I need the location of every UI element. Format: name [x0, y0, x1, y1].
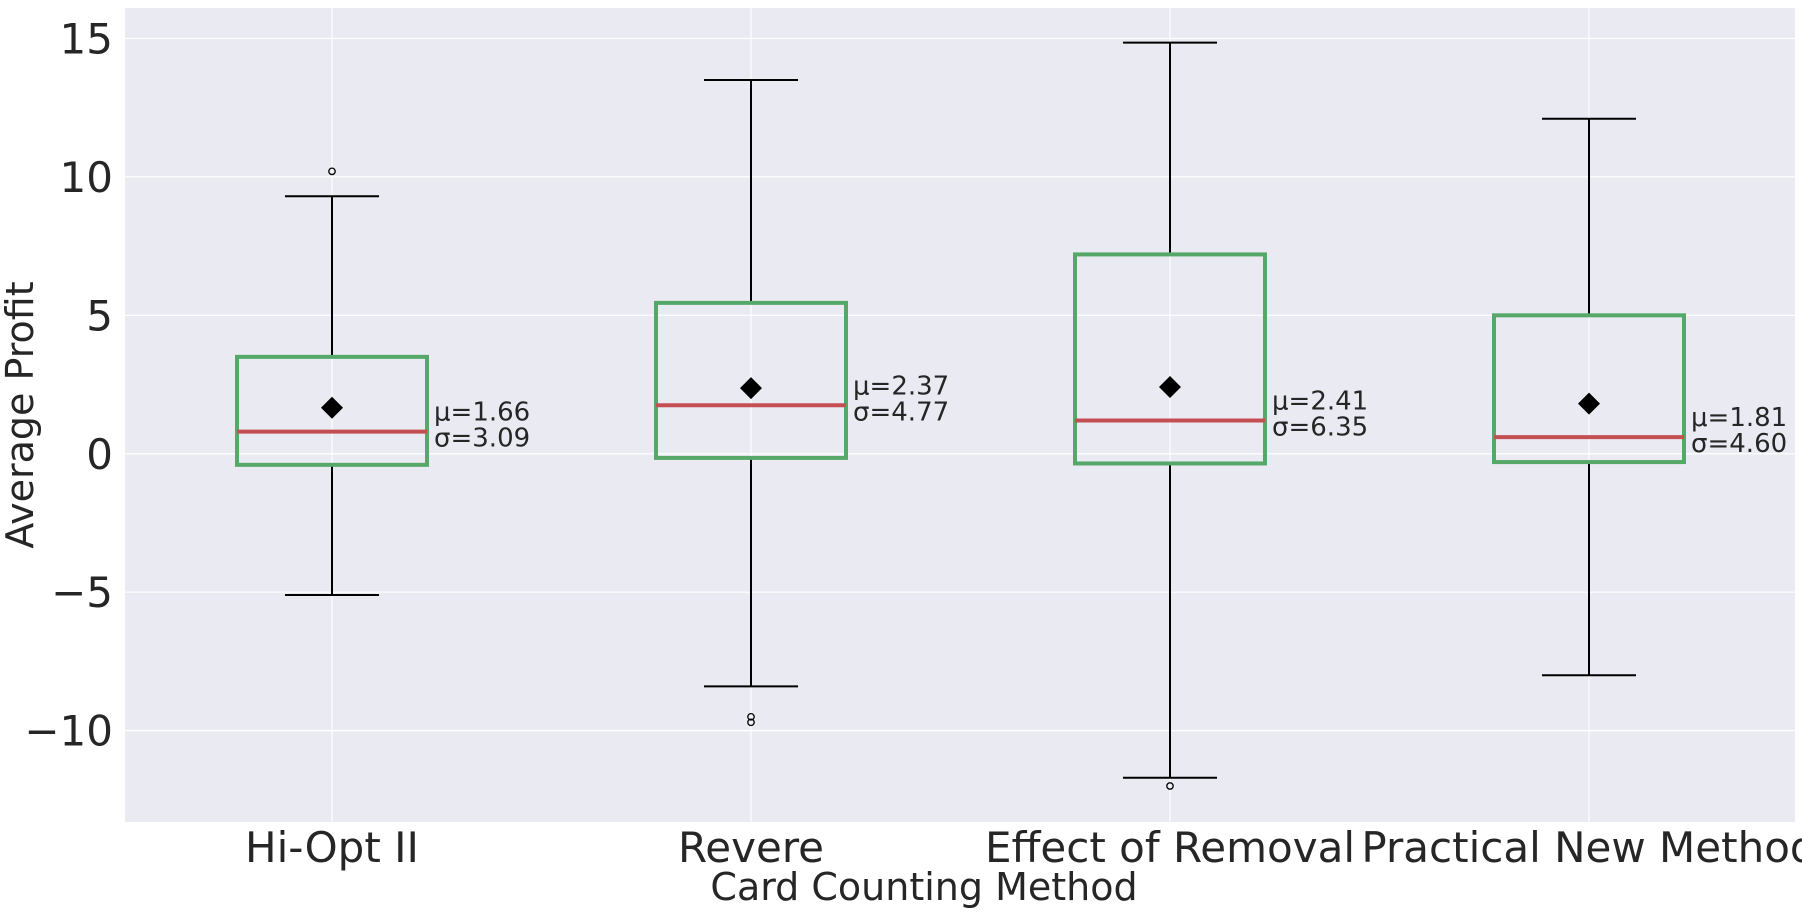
mean-annotation: μ=1.66: [434, 398, 530, 428]
outlier-point: [1166, 782, 1174, 790]
y-tick-label: 0: [86, 430, 113, 479]
iqr-box: [1492, 313, 1686, 465]
mean-marker: [1159, 376, 1181, 399]
mean-annotation: μ=2.41: [1272, 387, 1368, 417]
y-tick-label: 5: [86, 291, 113, 340]
y-tick-label: 10: [60, 153, 113, 202]
y-tick-label: 15: [60, 14, 113, 63]
box-group: μ=2.37σ=4.77: [654, 78, 949, 727]
y-tick-labels: 15 10 5 0 −5 −10: [24, 14, 113, 755]
boxes: μ=1.66σ=3.09 μ=2.37σ=4.77 μ=2.41σ=6.35 μ=1.…: [235, 41, 1787, 790]
box-group: μ=1.81σ=4.60: [1492, 117, 1787, 677]
iqr-box: [235, 354, 429, 467]
grid-lines: [125, 8, 1795, 822]
iqr-box: [654, 300, 848, 460]
x-tick-label: Practical New Method: [1361, 823, 1802, 872]
std-annotation: σ=4.77: [853, 397, 949, 427]
x-tick-label: Hi-Opt II: [245, 823, 419, 872]
y-axis-label: Average Profit: [0, 281, 42, 548]
std-annotation: σ=3.09: [434, 424, 530, 454]
mean-marker: [740, 377, 762, 400]
mean-marker: [321, 396, 343, 419]
std-annotation: σ=6.35: [1272, 413, 1368, 443]
outlier-point: [328, 167, 336, 176]
x-tick-label: Effect of Removal: [985, 823, 1355, 872]
box-group: μ=1.66σ=3.09: [235, 167, 530, 596]
mean-marker: [1578, 392, 1600, 415]
iqr-box: [1073, 252, 1267, 466]
box-group: μ=2.41σ=6.35: [1073, 41, 1368, 790]
y-tick-label: −10: [24, 707, 113, 756]
outlier-point: [747, 712, 755, 721]
x-tick-label: Revere: [678, 823, 824, 872]
mean-annotation: μ=1.81: [1691, 403, 1787, 433]
x-tick-labels: Hi-Opt II Revere Effect of Removal Practica…: [245, 823, 1802, 872]
std-annotation: σ=4.60: [1691, 429, 1787, 459]
mean-annotation: μ=2.37: [853, 371, 949, 401]
y-tick-label: −5: [51, 568, 113, 617]
outlier-point: [747, 718, 755, 727]
x-axis-label: Card Counting Method: [710, 865, 1137, 909]
plot-area: [125, 8, 1795, 822]
